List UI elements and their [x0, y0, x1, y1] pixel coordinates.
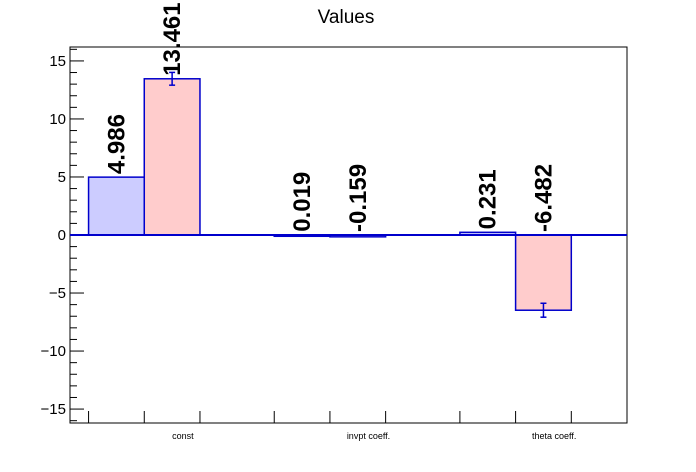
y-tick-label: 10 [49, 111, 66, 128]
x-axis: const invpt coeff. theta coeff. [88, 411, 576, 441]
data-label: 4.986 [103, 114, 130, 174]
x-category-label: invpt coeff. [347, 431, 390, 441]
data-label: -0.159 [345, 164, 372, 232]
y-tick-label: 0 [58, 227, 66, 244]
y-tick-label: −15 [41, 401, 66, 418]
bar [87, 176, 146, 236]
data-label: -6.482 [530, 164, 557, 232]
error-bars [169, 71, 547, 318]
data-label: 13.461 [159, 2, 186, 75]
chart-title: Values [318, 7, 375, 28]
bar [143, 78, 201, 236]
x-category-label: theta coeff. [532, 431, 576, 441]
y-tick-label: 15 [49, 53, 66, 70]
y-tick-label: −5 [49, 285, 66, 302]
data-label: 0.019 [289, 172, 316, 232]
data-label: 0.231 [475, 169, 502, 229]
data-labels: 4.986 0.019 0.231 13.461 -0.159 -6.482 [103, 2, 557, 232]
bar [514, 234, 573, 311]
y-tick-label: −10 [41, 343, 66, 360]
y-tick-label: 5 [58, 169, 66, 186]
x-category-label: const [172, 431, 194, 441]
y-axis: −15 −10 −5 0 5 10 15 [41, 48, 84, 422]
